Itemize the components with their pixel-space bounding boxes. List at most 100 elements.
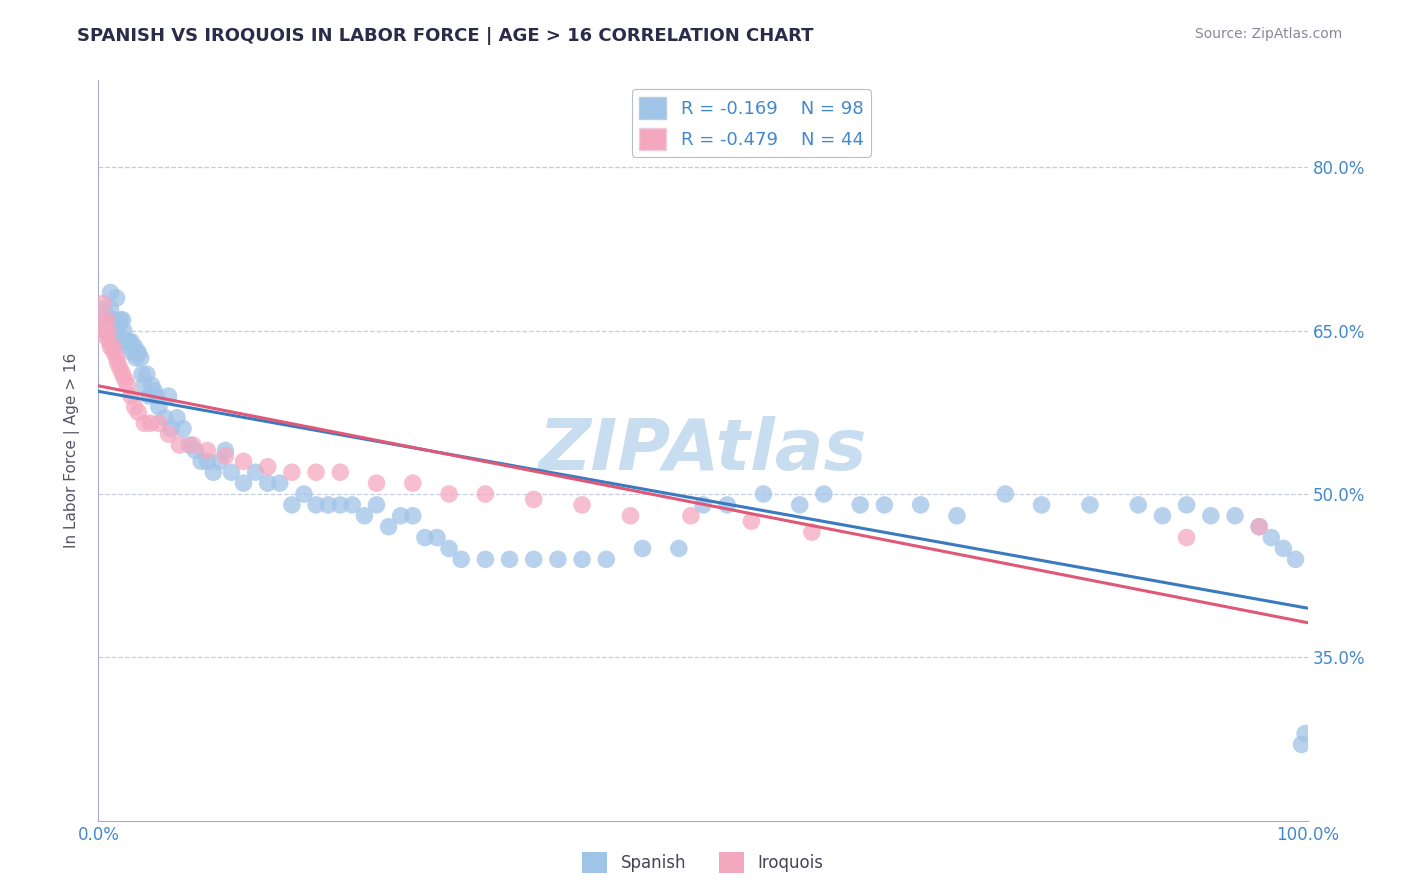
Point xyxy=(114,373,136,387)
Point xyxy=(245,465,267,479)
Point xyxy=(145,389,167,403)
Point xyxy=(138,389,160,403)
Point xyxy=(668,541,690,556)
Point xyxy=(402,508,425,523)
Point xyxy=(329,465,352,479)
Point xyxy=(342,498,364,512)
Point xyxy=(117,378,139,392)
Point xyxy=(256,476,278,491)
Point xyxy=(1284,552,1306,566)
Point xyxy=(157,427,180,442)
Point xyxy=(474,487,496,501)
Point xyxy=(153,410,176,425)
Point xyxy=(100,301,122,316)
Point xyxy=(353,508,375,523)
Point xyxy=(221,465,243,479)
Point xyxy=(111,368,134,382)
Point xyxy=(105,291,128,305)
Point xyxy=(105,324,128,338)
Point xyxy=(377,519,399,533)
Point xyxy=(269,476,291,491)
Point xyxy=(1223,508,1246,523)
Point xyxy=(1078,498,1101,512)
Point xyxy=(100,285,122,300)
Point xyxy=(994,487,1017,501)
Point xyxy=(108,318,131,333)
Point xyxy=(208,454,231,468)
Point xyxy=(114,334,136,349)
Point xyxy=(96,313,118,327)
Point xyxy=(134,416,156,430)
Point xyxy=(679,508,702,523)
Point xyxy=(281,498,304,512)
Point xyxy=(305,465,328,479)
Point xyxy=(108,313,131,327)
Point xyxy=(118,340,141,354)
Point xyxy=(752,487,775,501)
Point xyxy=(100,340,122,354)
Text: Source: ZipAtlas.com: Source: ZipAtlas.com xyxy=(1195,27,1343,41)
Y-axis label: In Labor Force | Age > 16: In Labor Force | Age > 16 xyxy=(63,353,80,548)
Point xyxy=(437,541,460,556)
Point xyxy=(873,498,896,512)
Point xyxy=(474,552,496,566)
Text: ZIPAtlas: ZIPAtlas xyxy=(538,416,868,485)
Point xyxy=(131,368,153,382)
Point xyxy=(195,454,218,468)
Point xyxy=(96,313,118,327)
Point xyxy=(547,552,569,566)
Point xyxy=(108,361,131,376)
Point xyxy=(450,552,472,566)
Point xyxy=(305,498,328,512)
Point xyxy=(329,498,352,512)
Point xyxy=(498,552,520,566)
Point xyxy=(595,552,617,566)
Point xyxy=(148,416,170,430)
Point xyxy=(281,465,304,479)
Point xyxy=(118,334,141,349)
Point xyxy=(413,531,436,545)
Point xyxy=(1031,498,1053,512)
Point xyxy=(110,334,132,349)
Point xyxy=(135,368,157,382)
Point xyxy=(134,378,156,392)
Point xyxy=(127,345,149,359)
Point xyxy=(107,334,129,349)
Point xyxy=(316,498,339,512)
Point xyxy=(523,552,546,566)
Point xyxy=(716,498,738,512)
Point xyxy=(101,340,124,354)
Point xyxy=(366,498,388,512)
Point xyxy=(813,487,835,501)
Point xyxy=(184,443,207,458)
Point xyxy=(946,508,969,523)
Point xyxy=(93,324,115,338)
Point xyxy=(125,351,148,365)
Point xyxy=(143,384,166,398)
Point xyxy=(91,296,114,310)
Point xyxy=(91,313,114,327)
Legend: Spanish, Iroquois: Spanish, Iroquois xyxy=(575,846,831,880)
Point xyxy=(124,340,146,354)
Point xyxy=(619,508,641,523)
Point xyxy=(910,498,932,512)
Point xyxy=(120,389,142,403)
Point xyxy=(190,454,212,468)
Point xyxy=(179,438,201,452)
Point xyxy=(1175,531,1198,545)
Point xyxy=(169,438,191,452)
Point xyxy=(181,438,204,452)
Point xyxy=(1291,738,1313,752)
Point xyxy=(1260,531,1282,545)
Point xyxy=(1272,541,1295,556)
Point xyxy=(214,443,236,458)
Point xyxy=(98,334,121,349)
Point xyxy=(141,378,163,392)
Point xyxy=(571,498,593,512)
Point xyxy=(256,459,278,474)
Point xyxy=(1199,508,1222,523)
Point xyxy=(121,345,143,359)
Point xyxy=(117,334,139,349)
Point xyxy=(166,410,188,425)
Point xyxy=(127,405,149,419)
